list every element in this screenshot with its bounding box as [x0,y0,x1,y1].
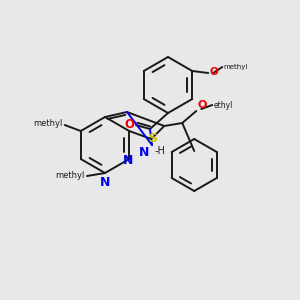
Text: methyl: methyl [56,172,85,181]
Text: ethyl: ethyl [213,100,232,109]
Text: O: O [124,118,134,130]
Text: methyl: methyl [33,118,63,127]
Text: O: O [197,100,207,110]
Text: methyl: methyl [223,64,247,70]
Text: -H: -H [155,146,166,156]
Text: N: N [100,176,110,189]
Text: O: O [209,67,218,77]
Text: N: N [139,146,149,159]
Text: N: N [123,154,134,166]
Text: S: S [148,131,157,145]
